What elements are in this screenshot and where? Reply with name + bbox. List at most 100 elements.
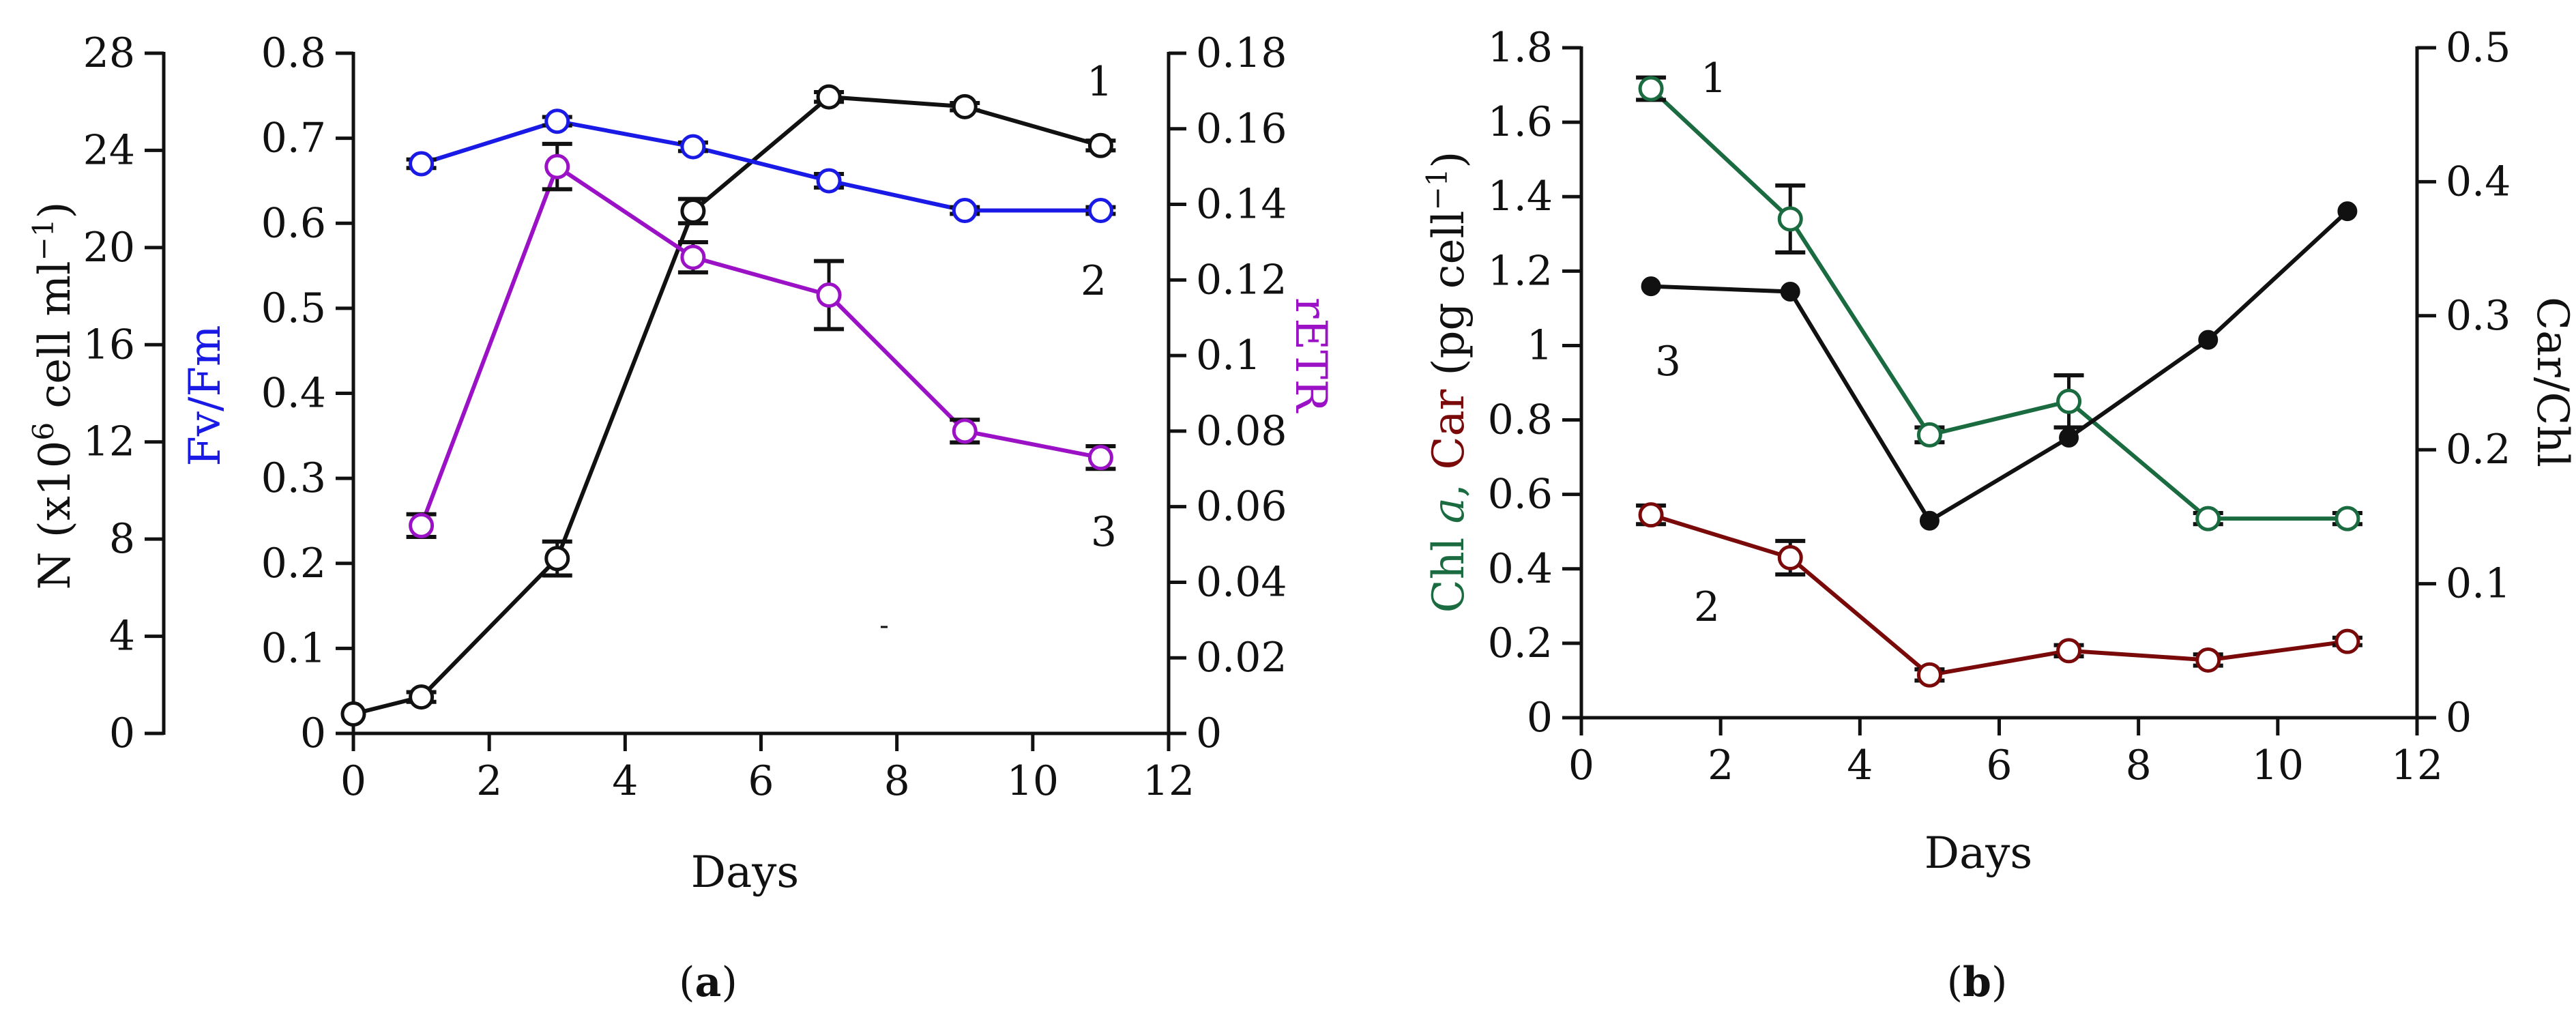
series-1 — [1636, 75, 2362, 531]
data-point — [544, 546, 570, 572]
y-tick-label: 0.3 — [261, 454, 326, 502]
y-axis-title-right: Car/Chl — [2527, 297, 2576, 467]
y-tick-label: 0.5 — [2446, 24, 2511, 72]
y-tick-label: 0.8 — [261, 29, 326, 77]
data-point — [2337, 201, 2358, 222]
panel-label-paren: ( — [1947, 959, 1963, 1006]
panel-label-a: (a) — [679, 959, 737, 1006]
y-tick-label: 1.6 — [1488, 98, 1553, 146]
y-tick-label: 1.8 — [1488, 24, 1553, 72]
y-tick-label: 0 — [1196, 710, 1222, 757]
x-tick-label: 2 — [1708, 742, 1733, 789]
data-point — [2056, 388, 2082, 414]
y-tick-label: 0.14 — [1196, 181, 1287, 229]
data-point — [952, 418, 978, 444]
series-3-line — [1650, 209, 2349, 524]
panel-b-chart: 0 0.2 0.4 0.6 0.8 1 1.2 1.4 1.6 1.8 0 0.1 0.2 0.3 0.4 0… — [1420, 24, 2576, 1006]
axis-title-sup: −1 — [27, 218, 60, 261]
series-2-line — [1650, 512, 2348, 677]
data-point — [544, 154, 570, 179]
series-1 — [340, 84, 1116, 727]
series-3-line — [419, 163, 1101, 527]
x-tick-label: 6 — [748, 757, 774, 805]
data-point — [544, 108, 570, 134]
y-axis-title-retr: rETR — [1285, 297, 1336, 413]
y-tick-label: 8 — [109, 515, 135, 563]
data-point — [1780, 281, 1800, 302]
x-tick-label: 12 — [2391, 742, 2443, 789]
y-tick-label: 1 — [1527, 321, 1553, 369]
series-2-line — [420, 119, 1101, 213]
panel-label-paren: ( — [679, 959, 694, 1006]
y-axis-title-left-outer: N (x106 cell ml−1) — [27, 202, 81, 590]
y-tick-label: 0.08 — [1196, 407, 1287, 455]
y-tick-label: 20 — [83, 224, 135, 272]
panel-a-chart: 048121620242800.10.20.30.40.50.60.70.800… — [27, 29, 1336, 1006]
axis-title-part: ) — [30, 202, 80, 219]
data-point — [2198, 330, 2219, 350]
curve-label-1: 1 — [1087, 58, 1113, 106]
y-tick-label: 0 — [2446, 694, 2472, 742]
data-point — [680, 134, 706, 160]
y-tick-label: 0.1 — [2446, 560, 2511, 608]
panel-label-paren: ) — [721, 959, 737, 1006]
x-tick-label: 8 — [2126, 742, 2152, 789]
x-tick-label: 6 — [1986, 742, 2012, 789]
x-tick-label: 0 — [1568, 742, 1594, 789]
data-point — [1777, 206, 1803, 232]
x-tick-label: 8 — [884, 757, 910, 805]
axis-title-chl: Chl — [1424, 523, 1474, 613]
data-point — [680, 244, 706, 270]
data-point — [2056, 638, 2082, 664]
stray-mark: - — [879, 610, 889, 641]
y-tick-label: 0.16 — [1196, 105, 1287, 153]
data-point — [952, 198, 978, 224]
y-tick-label: 28 — [83, 29, 135, 77]
y-tick-label: 0.06 — [1196, 483, 1287, 531]
y-axis-title-left: Chl a, Car (pg cell−1) — [1420, 151, 1475, 613]
data-point — [1919, 510, 1940, 531]
data-point — [1087, 445, 1113, 471]
data-point — [409, 151, 435, 177]
data-point — [2195, 647, 2221, 673]
y-tick-label: 1.4 — [1488, 173, 1553, 220]
y-axis-title-fvfm: Fv/Fm — [180, 325, 231, 466]
curve-label-3: 3 — [1091, 508, 1117, 556]
axis-title-unit: (pg cell — [1424, 211, 1474, 390]
data-point — [409, 512, 435, 538]
y-tick-label: 4 — [109, 613, 135, 660]
x-axis-title: Days — [691, 847, 799, 898]
y-tick-label: 0.8 — [1488, 396, 1553, 444]
x-tick-label: 0 — [340, 757, 366, 805]
y-tick-label: 24 — [83, 126, 135, 174]
y-tick-label: 0.6 — [1488, 471, 1553, 519]
panel-label-letter: a — [695, 959, 722, 1006]
series-2 — [1636, 502, 2362, 688]
y-tick-label: 0.12 — [1196, 256, 1287, 304]
data-point — [1087, 198, 1113, 224]
curve-label-1: 1 — [1701, 55, 1727, 102]
data-point — [1777, 544, 1803, 570]
data-point — [340, 701, 366, 727]
axis-title-sup: 6 — [27, 422, 60, 441]
data-point — [2059, 428, 2079, 448]
data-point — [2334, 506, 2360, 531]
axis-title-comma: , — [1424, 470, 1474, 498]
curve-label-2: 2 — [1694, 583, 1720, 631]
data-point — [1916, 422, 1942, 448]
axis-title-unit: ) — [1424, 151, 1474, 169]
y-tick-label: 0 — [1527, 694, 1553, 742]
y-tick-label: 0.4 — [1488, 545, 1553, 593]
data-point — [816, 282, 842, 308]
data-point — [680, 198, 706, 224]
panel-label-paren: ) — [1991, 959, 2007, 1006]
y-tick-label: 0.18 — [1196, 29, 1287, 77]
y-tick-label: 0.4 — [2446, 158, 2511, 205]
curve-label-3: 3 — [1655, 338, 1681, 385]
axis-title-chl-a: a — [1424, 497, 1474, 523]
axis-title-part: cell ml — [30, 261, 80, 422]
x-tick-label: 10 — [2252, 742, 2304, 789]
y-tick-label: 0.2 — [261, 540, 326, 587]
data-point — [2195, 506, 2221, 531]
